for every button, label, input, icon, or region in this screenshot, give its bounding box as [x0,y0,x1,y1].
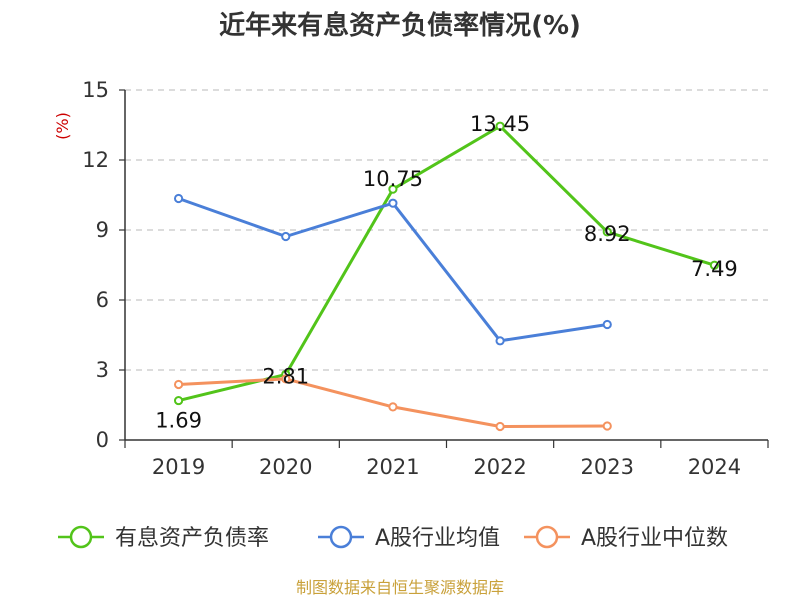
data-label: 8.92 [584,222,631,246]
data-point [173,193,184,204]
source-note: 制图数据来自恒生聚源数据库 [296,578,504,597]
x-tick-label: 2022 [473,455,526,479]
data-point [388,184,398,194]
data-point [602,421,612,431]
series-line-1 [178,124,715,403]
x-tick-label: 2024 [688,455,741,479]
y-tick-label: 15 [82,78,109,102]
series-lines [173,121,720,432]
data-point [173,379,184,390]
y-tick-label: 12 [82,148,109,172]
legend-label: A股行业中位数 [581,526,728,551]
legend-marker [329,525,353,549]
y-tick-label: 0 [96,428,109,452]
data-label: 7.49 [691,257,738,281]
x-tick-label: 2023 [581,455,634,479]
data-point [281,231,291,242]
data-point [388,402,398,412]
y-axis-unit: (%) [53,112,72,140]
data-label: 13.45 [470,112,530,136]
x-tick-label: 2020 [259,455,312,479]
legend-marker [535,525,559,549]
data-labels: 1.69 2.81 10.75 13.45 8.92 7.49 [155,112,738,432]
legend: 有息资产负债率 A股行业均值 A股行业中位数 [58,525,728,551]
legend-marker [69,525,93,549]
legend-label: A股行业均值 [375,526,500,551]
data-point [173,395,184,406]
axes [124,90,769,448]
series-line-2 [178,197,608,343]
x-tick-label: 2019 [152,455,205,479]
y-tick-label: 6 [96,288,109,312]
x-tick-label: 2021 [366,455,419,479]
data-point [495,336,505,346]
data-point [602,319,612,330]
data-label: 10.75 [363,167,423,191]
y-tick-label: 9 [96,218,109,242]
gridlines [119,89,768,441]
data-point [281,374,291,384]
y-tick-labels: 0 3 6 9 12 15 [82,78,109,452]
data-point [495,421,505,432]
y-tick-label: 3 [96,358,109,382]
data-point [709,260,720,270]
data-point [495,121,505,131]
data-point [388,198,398,208]
legend-label: 有息资产负债率 [115,526,269,551]
data-point [602,227,612,237]
chart-title: 近年来有息资产负债率情况(%) [219,10,581,41]
x-tick-labels: 2019 2020 2021 2022 2023 2024 [152,455,741,479]
data-label: 1.69 [155,409,202,433]
data-label: 2.81 [262,364,309,388]
